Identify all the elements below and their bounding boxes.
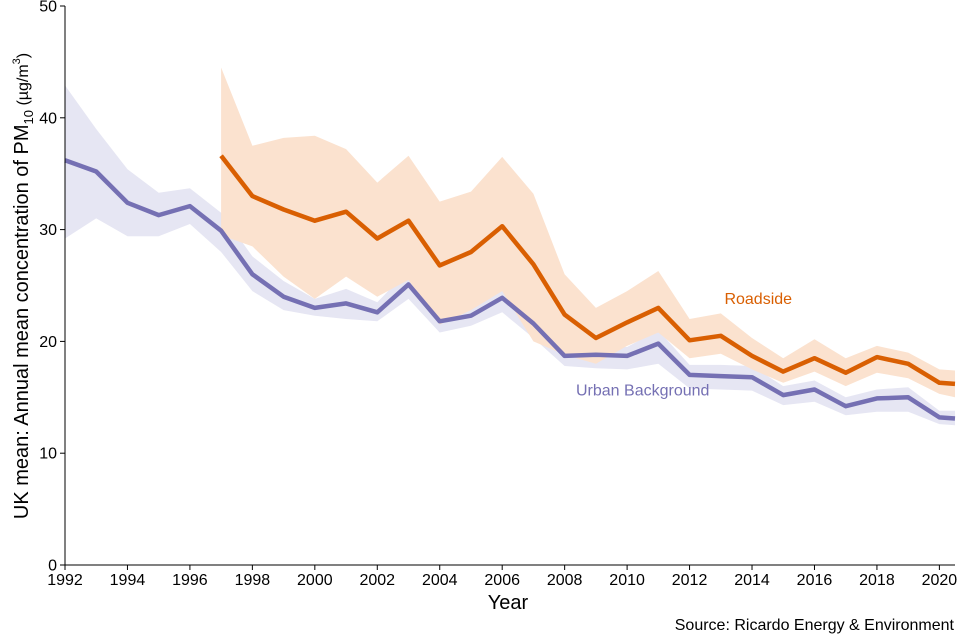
x-tick-label: 2006 [484, 572, 520, 589]
x-tick-label: 2002 [359, 572, 395, 589]
y-axis-title-main: UK mean: Annual mean concentration of PM [11, 124, 33, 519]
roadside-line [219, 154, 956, 387]
x-tick-label: 2016 [797, 572, 833, 589]
source-note: Source: Ricardo Energy & Environment [675, 617, 955, 634]
x-tick-label: 2014 [734, 572, 770, 589]
x-tick-label: 2012 [672, 572, 708, 589]
y-tick-label: 50 [39, 0, 57, 16]
urban-background-band [65, 85, 955, 426]
series-lines [64, 154, 956, 421]
x-tick-label: 1994 [110, 572, 146, 589]
urban-background-line [64, 158, 956, 421]
y-axis-title-unit: (µg/m [15, 64, 32, 110]
roadside-band [221, 67, 956, 398]
y-ticks: 0 10 20 30 40 50 [39, 0, 65, 575]
series-labels: Roadside Urban Background [576, 291, 792, 400]
roadside-label: Roadside [724, 291, 792, 308]
y-tick-label: 0 [48, 558, 57, 575]
urban-background-label: Urban Background [576, 383, 709, 400]
x-tick-label: 2010 [609, 572, 645, 589]
y-axis-title-unit-close: ) [15, 53, 32, 58]
x-tick-label: 1996 [172, 572, 208, 589]
y-axis-title: UK mean: Annual mean concentration of PM… [11, 53, 36, 519]
y-tick-label: 30 [39, 222, 57, 239]
x-tick-label: 2008 [547, 572, 583, 589]
axes: 0 10 20 30 40 50 1992 1994 1996 1998 2000 2002 2004… [39, 0, 957, 589]
y-axis-title-subscript: 10 [21, 110, 36, 124]
x-ticks: 1992 1994 1996 1998 2000 2002 2004 2006 2008 2010… [47, 565, 957, 589]
y-axis-title-superscript: 3 [11, 58, 23, 64]
x-axis-title: Year [488, 592, 529, 614]
x-tick-label: 2000 [297, 572, 333, 589]
x-tick-label: 1998 [235, 572, 271, 589]
y-tick-label: 20 [39, 334, 57, 351]
x-tick-label: 2004 [422, 572, 458, 589]
confidence-bands [65, 67, 956, 426]
x-tick-label: 2020 [922, 572, 958, 589]
x-tick-label: 2018 [859, 572, 895, 589]
y-tick-label: 10 [39, 446, 57, 463]
y-tick-label: 40 [39, 110, 57, 127]
x-tick-label: 1992 [47, 572, 83, 589]
